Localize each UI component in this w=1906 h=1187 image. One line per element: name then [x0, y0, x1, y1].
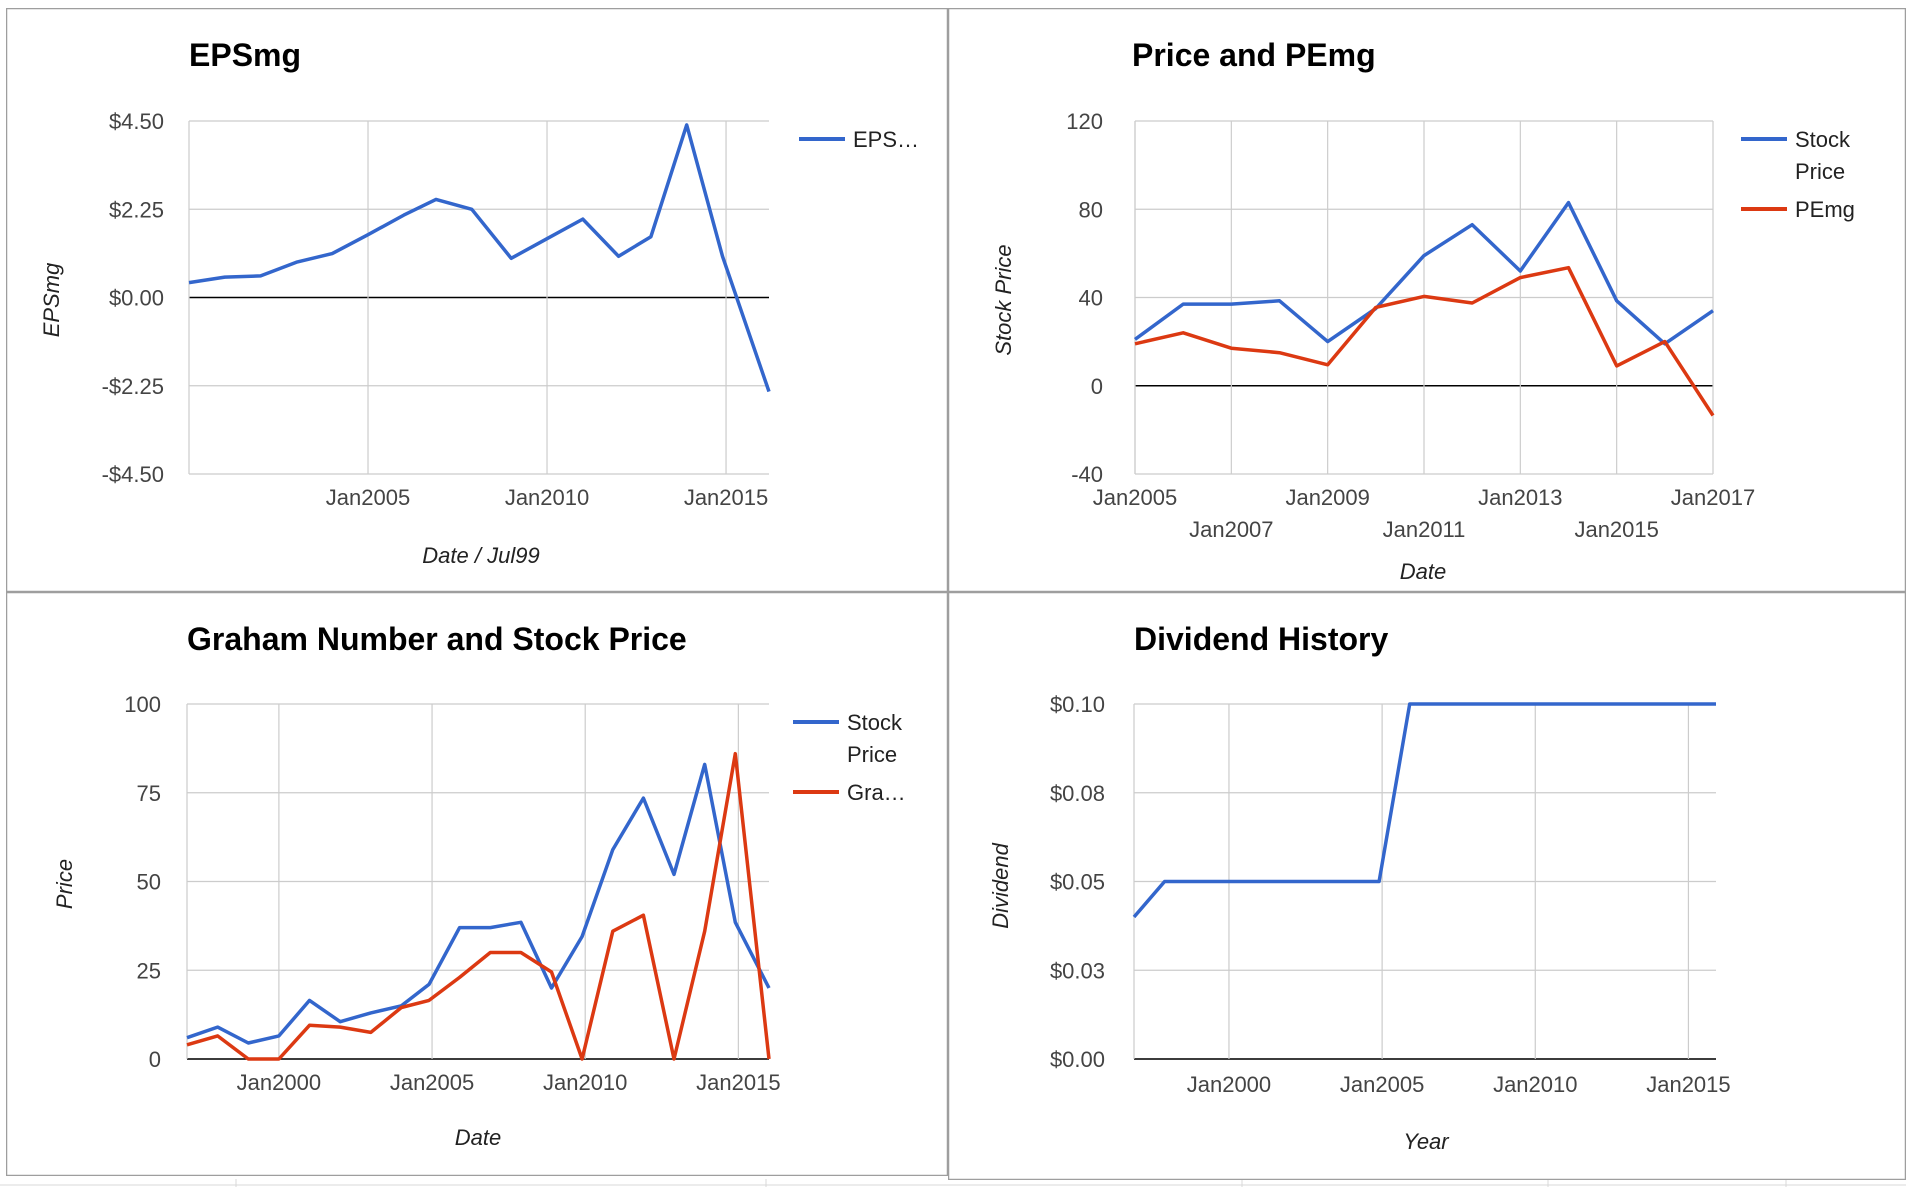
y-axis-title: Dividend: [988, 842, 1013, 928]
x-tick-label: Jan2009: [1285, 485, 1369, 510]
legend-label[interactable]: Stock: [1795, 127, 1851, 152]
x-tick-label: Jan2005: [390, 1070, 474, 1095]
x-tick-label: Jan2010: [505, 485, 589, 510]
series-line[interactable]: [186, 751, 771, 1061]
chart-svg: Dividend History $0.10 $0.08 $0.05 $0.03 $0.…: [947, 591, 1906, 1181]
y-tick-label: $0.05: [1050, 870, 1105, 895]
chart-price-pemg[interactable]: Price and PEmg 120 80 40 0 -40 Jan2005 Jan200…: [947, 7, 1906, 593]
series-line[interactable]: [186, 762, 771, 1045]
chart-svg: Graham Number and Stock Price 100 75 50 25 0…: [5, 591, 949, 1177]
y-tick-label: $0.08: [1050, 781, 1105, 806]
y-tick-label: 75: [137, 781, 161, 806]
x-tick-label: Jan2005: [1340, 1072, 1424, 1097]
chart-border: [5, 591, 949, 1177]
legend-label[interactable]: Price: [847, 742, 897, 767]
x-tick-label: Jan2015: [684, 485, 768, 510]
x-axis-title: Date: [1400, 559, 1446, 584]
x-axis-title: Date: [455, 1125, 501, 1150]
x-tick-label: Jan2015: [696, 1070, 780, 1095]
chart-dividend-history[interactable]: Dividend History $0.10 $0.08 $0.05 $0.03 $0.…: [947, 591, 1906, 1181]
x-tick-label: Jan2005: [1093, 485, 1177, 510]
legend-label[interactable]: EPS…: [853, 127, 919, 152]
chart-svg: Price and PEmg 120 80 40 0 -40 Jan2005 Jan200…: [947, 7, 1906, 593]
chart-title: Price and PEmg: [1132, 37, 1376, 73]
x-tick-label: Jan2007: [1189, 517, 1273, 542]
series-line[interactable]: [1133, 200, 1714, 346]
x-tick-label: Jan2011: [1383, 517, 1466, 542]
x-axis-title: Date / Jul99: [422, 543, 539, 568]
y-axis-title: Price: [52, 859, 77, 909]
series-line[interactable]: [1132, 702, 1716, 919]
x-tick-label: Jan2000: [237, 1070, 321, 1095]
y-tick-label: 40: [1079, 286, 1103, 311]
x-axis-title: Year: [1403, 1129, 1450, 1154]
x-tick-label: Jan2000: [1187, 1072, 1271, 1097]
legend-label[interactable]: Stock: [847, 710, 903, 735]
legend-label[interactable]: PEmg: [1795, 197, 1855, 222]
y-tick-label: 0: [149, 1047, 161, 1072]
series-line[interactable]: [1134, 265, 1715, 417]
y-tick-label: 0: [1091, 374, 1103, 399]
y-tick-label: $2.25: [109, 197, 164, 222]
y-tick-label: $4.50: [109, 109, 164, 134]
chart-border: [947, 7, 1906, 593]
legend-label[interactable]: Price: [1795, 159, 1845, 184]
x-tick-label: Jan2015: [1574, 517, 1658, 542]
chart-title: Dividend History: [1134, 621, 1388, 657]
chart-border: [947, 591, 1906, 1181]
legend-label[interactable]: Gra…: [847, 780, 906, 805]
chart-svg: EPSmg $4.50 $2.25 $0.00 -$2.25 -$4.50 Jan200…: [5, 7, 949, 593]
x-tick-label: Jan2017: [1671, 485, 1755, 510]
y-axis-title: EPSmg: [39, 262, 64, 337]
y-tick-label: 80: [1079, 197, 1103, 222]
y-tick-label: 50: [137, 870, 161, 895]
x-tick-label: Jan2005: [326, 485, 410, 510]
x-tick-label: Jan2010: [1493, 1072, 1577, 1097]
y-tick-label: -40: [1071, 462, 1103, 487]
y-tick-label: 25: [137, 958, 161, 983]
y-tick-label: 120: [1066, 109, 1103, 134]
y-tick-label: 100: [124, 692, 161, 717]
x-tick-label: Jan2013: [1478, 485, 1562, 510]
chart-epsmg[interactable]: EPSmg $4.50 $2.25 $0.00 -$2.25 -$4.50 Jan200…: [5, 7, 949, 593]
series-line[interactable]: [188, 123, 771, 393]
x-tick-label: Jan2015: [1646, 1072, 1730, 1097]
chart-title: EPSmg: [189, 37, 301, 73]
y-tick-label: -$4.50: [102, 462, 164, 487]
chart-title: Graham Number and Stock Price: [187, 621, 687, 657]
y-tick-label: $0.00: [1050, 1047, 1105, 1072]
chart-graham-number[interactable]: Graham Number and Stock Price 100 75 50 25 0…: [5, 591, 949, 1177]
y-tick-label: $0.00: [109, 286, 164, 311]
y-axis-title: Stock Price: [991, 244, 1016, 355]
chart-border: [5, 7, 949, 593]
y-tick-label: -$2.25: [102, 374, 164, 399]
y-tick-label: $0.03: [1050, 958, 1105, 983]
y-tick-label: $0.10: [1050, 692, 1105, 717]
x-tick-label: Jan2010: [543, 1070, 627, 1095]
